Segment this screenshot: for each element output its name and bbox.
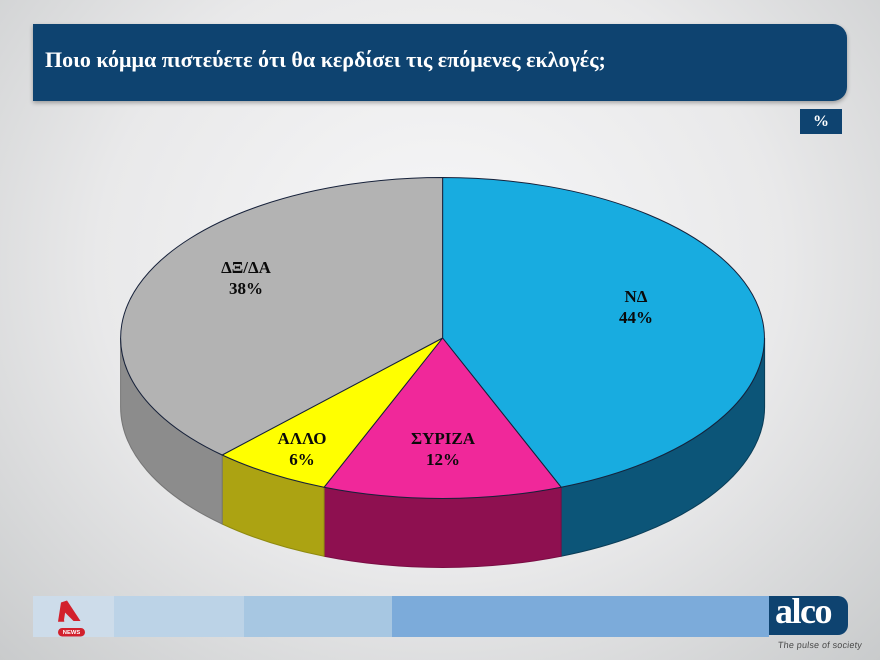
svg-text:NEWS: NEWS — [63, 630, 81, 636]
